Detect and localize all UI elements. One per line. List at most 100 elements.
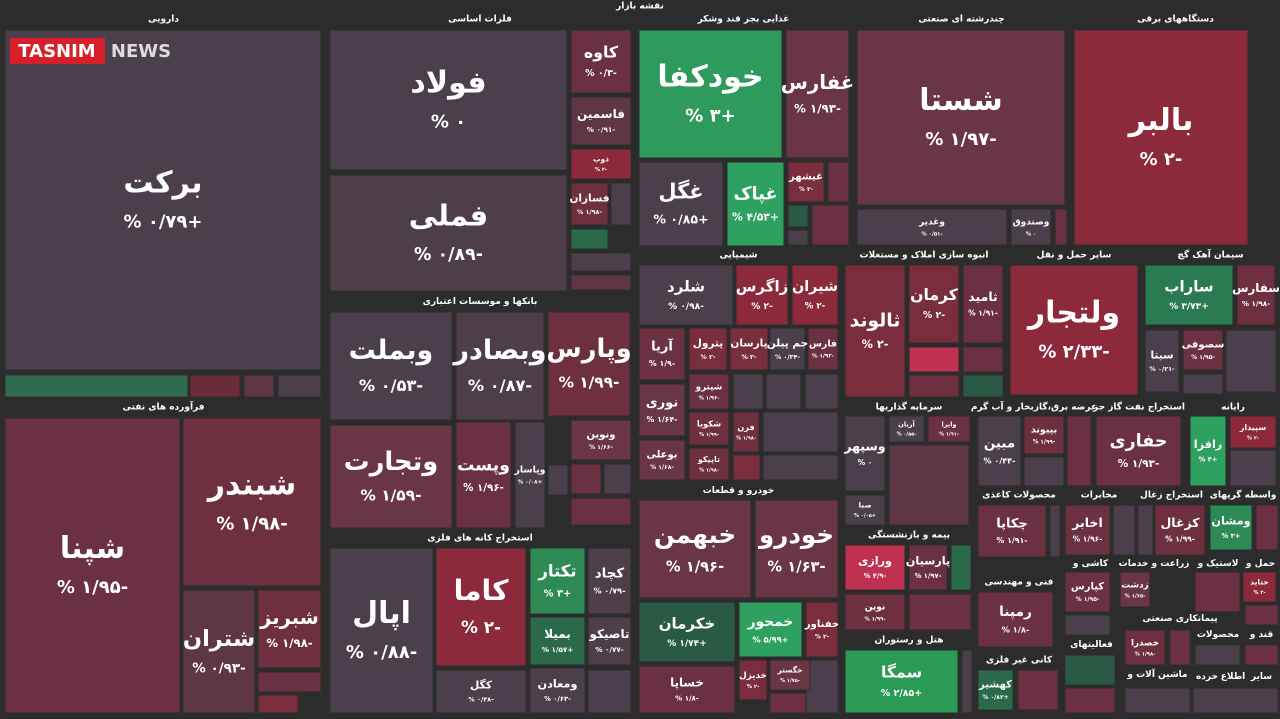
tile-name: رافزا xyxy=(1194,438,1223,451)
filler-tile xyxy=(1244,644,1279,666)
tile xyxy=(1064,571,1111,613)
sector-title: قند و xyxy=(1249,630,1274,640)
sector-title: خودرو و قطعات xyxy=(703,486,775,496)
tile-change: -۱/۶۳ % xyxy=(767,558,825,575)
tile-name: رمپنا xyxy=(999,604,1032,620)
tile-name: غفارس xyxy=(781,71,854,94)
sector-title: کاشی و xyxy=(1072,559,1109,569)
tile-change: -۰/۴۴ % xyxy=(984,457,1016,466)
tile-name: حفاری xyxy=(1110,432,1168,452)
filler-tile xyxy=(547,464,569,496)
tile-name: پترول xyxy=(693,337,723,349)
tile-change: -۱/۹۷ % xyxy=(915,572,942,580)
tile xyxy=(455,311,545,421)
tile xyxy=(807,327,839,371)
sector-title: پیمانکاری صنعتی xyxy=(1142,614,1217,624)
tile-change: -۰/۹۱ % xyxy=(587,125,616,134)
filler-tile xyxy=(1192,687,1279,714)
tile-change: +۴/۵۳ % xyxy=(732,210,779,223)
filler-tile xyxy=(257,671,322,693)
tile xyxy=(1095,415,1182,487)
sector-title: انبوه سازی املاک و مستغلات xyxy=(860,251,989,261)
tile-name: سپیدار xyxy=(1239,423,1267,432)
filler-tile xyxy=(908,346,960,373)
tile-change: +۰/۰۸ % xyxy=(518,480,543,486)
tile-name: فرن xyxy=(737,422,754,433)
tile-change: -۱/۹۶ % xyxy=(699,396,720,402)
filler-tile xyxy=(787,229,809,246)
tile xyxy=(638,601,736,663)
tile-change: -۲ % xyxy=(862,338,889,351)
tile xyxy=(587,547,632,615)
tile xyxy=(455,421,512,529)
tile-change: +۰/۸۵ % xyxy=(653,211,708,226)
tile xyxy=(844,544,906,591)
sector-title: استخراج کانه های فلزی xyxy=(427,534,532,544)
tile-change: -۲ % xyxy=(805,301,826,311)
tile-change: +۱/۷۴ % xyxy=(667,639,706,649)
tile-name: کگل xyxy=(470,679,493,692)
tile-change: -۰/۸۸ % xyxy=(346,642,417,663)
tile-name: خبهمن xyxy=(654,520,736,549)
tile-name: ومعادن xyxy=(538,677,578,690)
sector-title: بانکها و موسسات اعتباری xyxy=(423,297,538,307)
filler-tile xyxy=(257,694,299,714)
sector-title: کانی غیر فلزی xyxy=(986,656,1053,666)
tile-name: خکرمان xyxy=(659,614,716,632)
tile-name: اخابر xyxy=(1071,515,1102,530)
tile-change: -۲ % xyxy=(799,186,814,193)
tile-change: -۲ % xyxy=(815,634,830,641)
tile-name: آریان xyxy=(898,420,915,429)
tile xyxy=(570,29,632,94)
tile xyxy=(962,264,1004,344)
tile-name: ولتجار xyxy=(1026,295,1120,330)
tile-name: خدیزل xyxy=(739,671,767,681)
tile-name: بوعلی xyxy=(646,450,677,461)
tile xyxy=(638,264,734,326)
filler-tile xyxy=(1064,614,1111,636)
tile xyxy=(1154,504,1206,556)
filler-tile xyxy=(962,374,1004,398)
filler-tile xyxy=(765,373,802,410)
tile-name: وپست xyxy=(457,456,510,476)
tile-change: -۱/۹۸ % xyxy=(1135,652,1156,658)
tile xyxy=(844,593,906,631)
tile-name: کاوه xyxy=(584,42,619,61)
tile-name: تکتار xyxy=(537,562,576,581)
sector-title: فنی و مهندسی xyxy=(985,578,1054,588)
filler-tile xyxy=(1054,208,1068,246)
tile xyxy=(856,208,1008,246)
tile xyxy=(726,161,785,247)
sector-title: بیمه و بازنشستگی xyxy=(868,529,950,541)
filler-tile xyxy=(1182,373,1224,395)
sector-title: سرمایه گذاریها xyxy=(876,401,943,413)
tile-name: ثامید xyxy=(968,289,997,304)
sector-title: ماشین آلات و xyxy=(1126,668,1187,680)
tile xyxy=(4,29,322,371)
tile-name: خمحور xyxy=(747,614,794,630)
tile-name: تاصیکو xyxy=(588,627,629,642)
sector-title: سایر حمل و نقل xyxy=(1037,251,1112,261)
tile-change: -۱/۹۸ % xyxy=(699,468,719,474)
filler-tile xyxy=(1066,415,1092,487)
tile-name: شبریز xyxy=(259,606,319,629)
tile-change: -۲ % xyxy=(1140,149,1183,170)
tile-name: وصندوق xyxy=(1013,218,1050,228)
tile xyxy=(329,547,434,714)
tile-name: سصوفی xyxy=(1182,340,1225,351)
tile-name: زدشت xyxy=(1121,580,1148,590)
sector-title: لاستیک و xyxy=(1197,559,1239,569)
tile-name: تاپیکو xyxy=(697,455,720,464)
tile xyxy=(977,415,1022,487)
tile xyxy=(844,649,959,714)
tile-change: -۱/۹۵ % xyxy=(1076,596,1100,603)
tile-name: بالبر xyxy=(1127,103,1194,138)
tile-change: -۱/۹۸ % xyxy=(1242,299,1270,308)
filler-tile xyxy=(962,346,1004,373)
tile xyxy=(1124,629,1166,666)
tile-name: ومشان xyxy=(1211,514,1250,527)
tile xyxy=(738,659,768,701)
tile-change: +۳ % xyxy=(685,106,735,127)
tile-change: ۰ % xyxy=(1026,231,1037,237)
tile xyxy=(787,161,825,203)
